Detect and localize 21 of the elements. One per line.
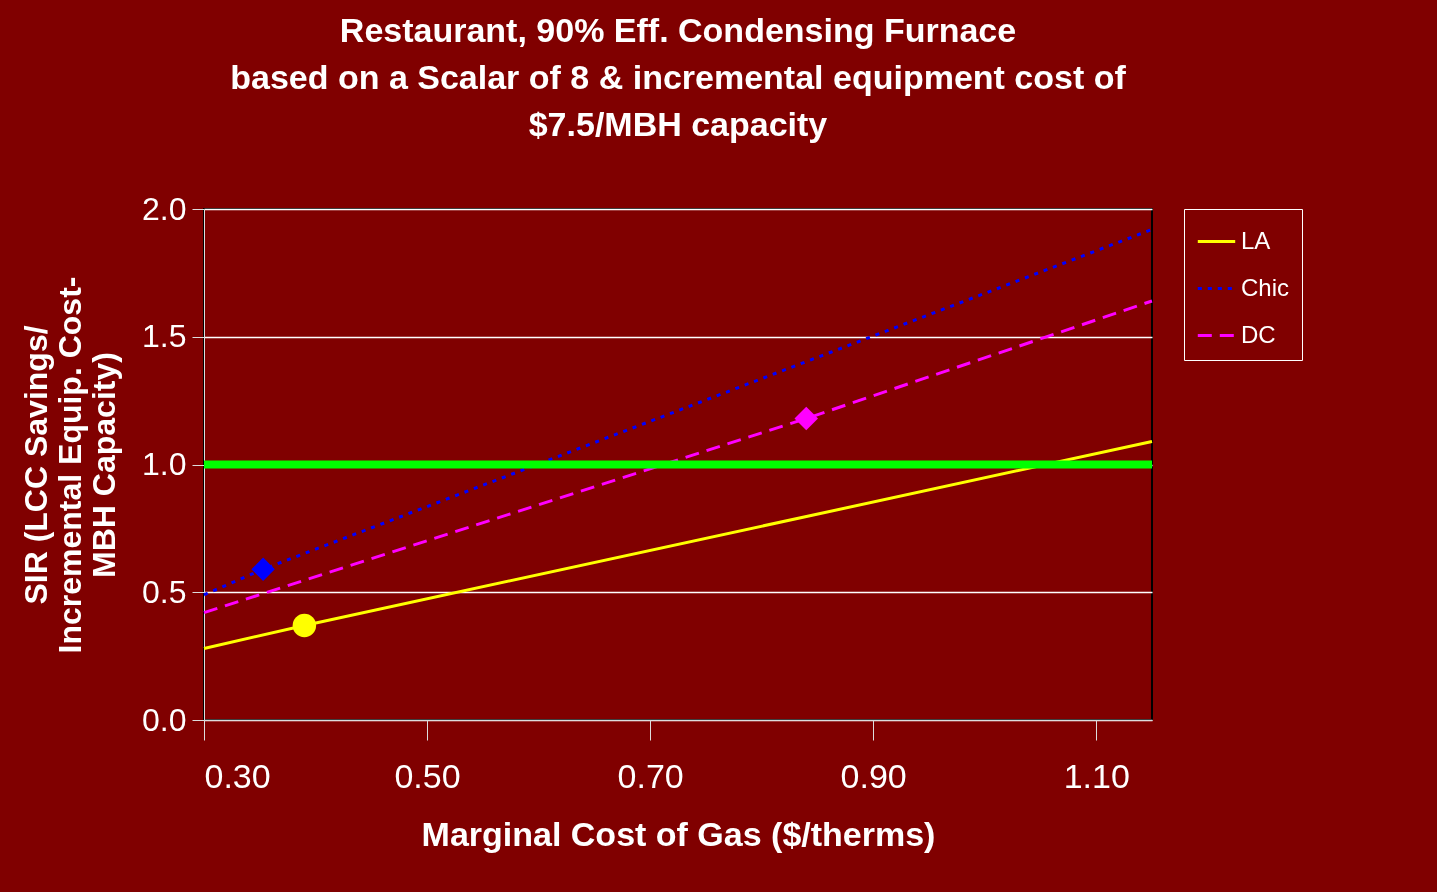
x-axis-title: Marginal Cost of Gas ($/therms) bbox=[421, 814, 936, 853]
text: $7.5/MBH capacity bbox=[528, 105, 828, 143]
text: based on a Scalar of 8 & incremental equipment cost of bbox=[230, 58, 1126, 96]
x-tick-label: 0.50 bbox=[394, 756, 461, 795]
legend-label: LA bbox=[1241, 226, 1271, 254]
legend-label: DC bbox=[1241, 320, 1276, 348]
y-tick-label: 2.0 bbox=[142, 190, 187, 227]
point bbox=[292, 613, 317, 638]
x-tick-label: 0.90 bbox=[840, 756, 907, 795]
y-tick-label: 1.0 bbox=[142, 446, 187, 482]
x-tick-label: 1.10 bbox=[1063, 756, 1130, 795]
text: SIR (LCC Savings/ bbox=[18, 325, 55, 605]
point bbox=[251, 557, 275, 581]
x-tick-label: 0.70 bbox=[617, 756, 684, 795]
y-tick-label: 0.0 bbox=[142, 701, 187, 738]
point bbox=[794, 406, 818, 431]
y-tick-label: 0.5 bbox=[142, 573, 187, 610]
legend-label: Chic bbox=[1241, 273, 1290, 301]
text: Restaurant, 90% Eff. Condensing Furnace bbox=[339, 11, 1017, 49]
y-tick-label: 1.5 bbox=[142, 318, 187, 355]
x-tick-label: 0.30 bbox=[204, 756, 271, 795]
